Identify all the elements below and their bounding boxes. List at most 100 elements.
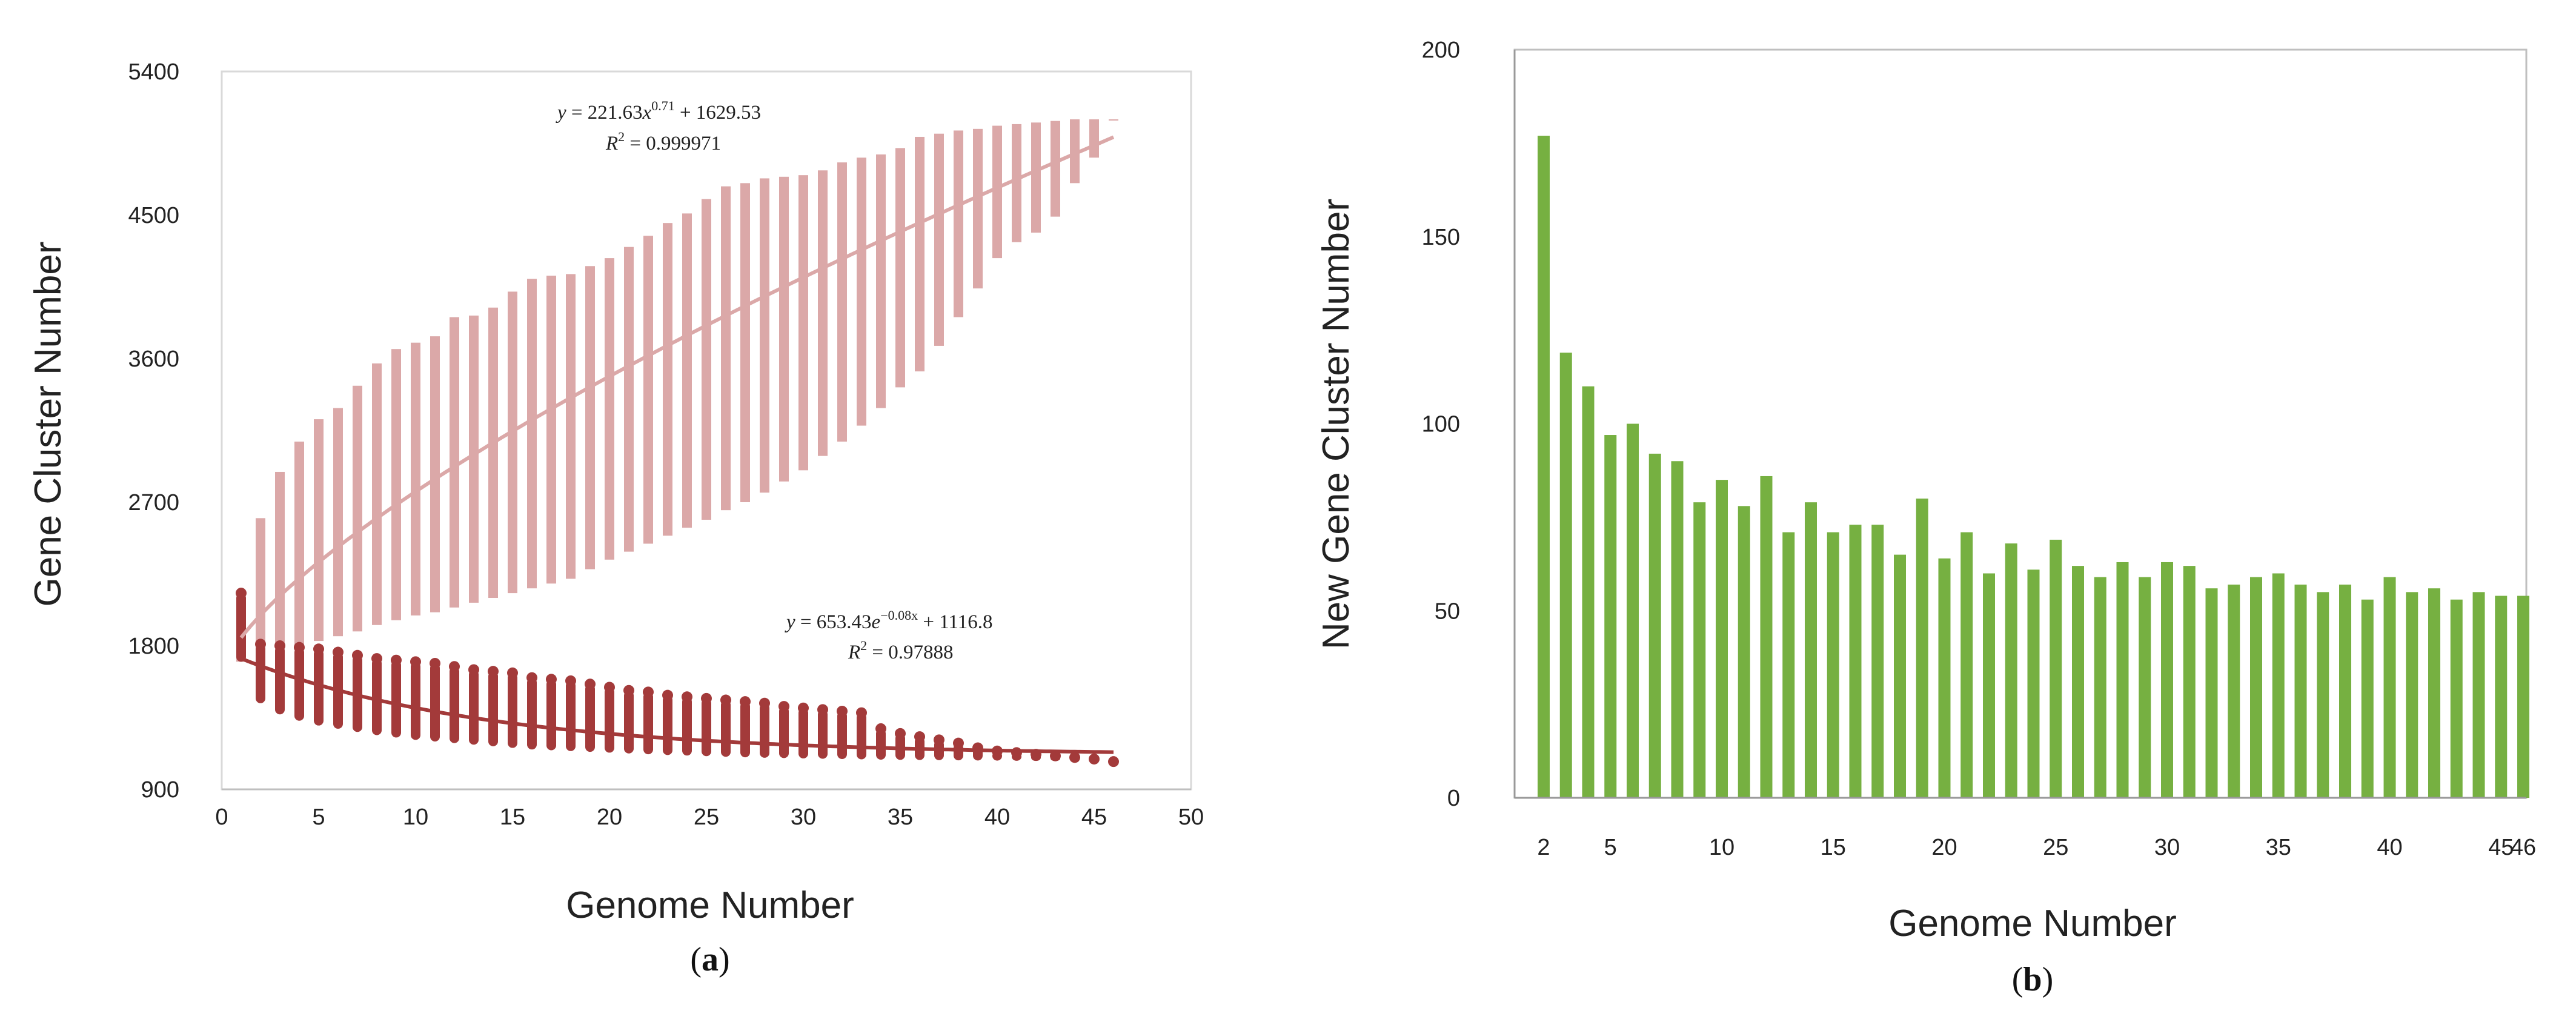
new-gene-cluster-bar (1671, 461, 1684, 798)
pan-genome-range-bar (1051, 121, 1060, 217)
new-gene-cluster-bar (2161, 562, 2173, 798)
pan-genome-range-bar (643, 236, 653, 544)
pan-genome-range-bar (566, 274, 576, 579)
new-gene-cluster-bar (2517, 595, 2529, 798)
new-gene-cluster-bar (2228, 585, 2240, 798)
new-gene-cluster-bar (2139, 577, 2151, 798)
new-gene-cluster-bar (1916, 499, 1928, 798)
core-genome-range-bar (508, 672, 517, 748)
core-genome-point (333, 646, 344, 658)
new-gene-cluster-bar (2450, 599, 2463, 798)
new-gene-cluster-bar (2205, 588, 2218, 798)
core-genome-range-bar (837, 711, 847, 759)
pan-genome-range-bar (333, 408, 343, 637)
core-genome-range-bar (469, 669, 479, 745)
pan-genome-range-bar (1109, 119, 1118, 121)
core-genome-range-bar (236, 593, 246, 662)
core-genome-range-bar (643, 692, 653, 755)
core-genome-point (856, 707, 867, 718)
panel-a-x-tick: 30 (791, 804, 816, 830)
core-genome-point (720, 694, 731, 706)
core-genome-point (778, 701, 789, 712)
panel-b-y-tick: 50 (1435, 599, 1460, 624)
pan-genome-series (236, 119, 1118, 662)
panel-a-y-tick: 1800 (128, 634, 179, 659)
core-genome-range-bar (857, 712, 866, 760)
core-genome-point (565, 675, 576, 686)
pan-genome-range-bar (430, 336, 440, 612)
new-gene-cluster-bar (2072, 566, 2084, 798)
pan-genome-range-bar (411, 342, 420, 615)
panel-b-x-tick: 10 (1709, 835, 1734, 860)
new-gene-cluster-bar (2272, 573, 2285, 798)
pan-genome-range-bar (682, 213, 692, 528)
core-genome-range-bar (779, 706, 789, 758)
core-genome-point (934, 734, 944, 746)
core-genome-range-bar (798, 708, 808, 758)
new-gene-cluster-bar (1849, 525, 1862, 798)
panel-b-y-axis-title: New Gene Cluster Number (1315, 199, 1357, 649)
pan-genome-range-bar (294, 441, 304, 646)
pan-genome-range-bar (469, 315, 479, 603)
core-genome-point (352, 649, 363, 661)
new-gene-cluster-bar (2428, 588, 2440, 798)
pan-genome-fit-curve (239, 135, 1115, 639)
panel-b-x-tick: 30 (2154, 835, 2180, 860)
core-genome-range-bar (818, 709, 828, 759)
core-genome-range-bar (314, 649, 324, 726)
panel-a-x-tick: 35 (888, 804, 913, 830)
core-genome-point (236, 588, 247, 599)
panel-a-y-tick: 900 (141, 777, 179, 803)
panel-b-y-tick: 200 (1422, 38, 1460, 63)
core-genome-point (468, 664, 479, 675)
pan-genome-range-bar (546, 276, 556, 584)
pan-genome-range-bar (954, 130, 963, 317)
core-genome-point (740, 696, 751, 708)
core-genome-point (274, 640, 285, 651)
panel-a-x-tick-labels: 0 5 10 15 20 25 30 35 40 45 50 (215, 804, 1204, 830)
core-genome-point (895, 728, 906, 739)
new-gene-cluster-bar (2027, 569, 2040, 798)
panel-b-x-tick: 35 (2266, 835, 2291, 860)
new-gene-cluster-bar (2383, 577, 2396, 798)
core-genome-point (1108, 756, 1119, 768)
panel-b-x-tick: 25 (2043, 835, 2068, 860)
panel-a-y-tick-labels: 900 1800 2700 3600 4500 5400 (128, 59, 179, 803)
core-genome-point (371, 653, 382, 665)
panel-a-x-tick: 0 (215, 804, 228, 830)
panel-b-x-tick: 46 (2511, 835, 2536, 860)
core-genome-range-bar (372, 658, 382, 735)
core-genome-range-bar (876, 728, 886, 760)
pan-genome-range-bar (663, 223, 672, 536)
pan-genome-range-bar (857, 158, 866, 426)
panel-a-x-tick: 45 (1081, 804, 1107, 830)
new-gene-cluster-bar (1983, 573, 1995, 798)
core-genome-point (449, 661, 460, 672)
pan-genome-range-bar (915, 136, 925, 372)
new-gene-cluster-bar (1827, 532, 1839, 798)
panel-a-y-tick: 2700 (128, 490, 179, 516)
pan-genome-range-bar (488, 307, 498, 598)
panel-a-y-tick: 5400 (128, 59, 179, 85)
new-gene-cluster-bar (2250, 577, 2262, 798)
core-genome-point (488, 666, 499, 677)
new-gene-cluster-bar (1627, 423, 1639, 798)
pan-genome-range-bar (585, 266, 595, 569)
pan-genome-fit-equation: y = 221.63x0.71 + 1629.53 (556, 98, 761, 124)
pan-genome-range-bar (760, 178, 769, 493)
new-gene-cluster-bar (2361, 599, 2374, 798)
core-genome-range-bar (624, 690, 634, 754)
pan-genome-range-bar (624, 247, 634, 552)
panel-a-y-tick: 4500 (128, 203, 179, 228)
panel-b-x-tick: 15 (1821, 835, 1846, 860)
new-gene-cluster-bar (1648, 453, 1661, 798)
core-genome-range-bar (275, 646, 285, 715)
new-gene-cluster-bar (1760, 476, 1773, 798)
new-gene-cluster-bar (2050, 539, 2062, 798)
core-genome-point (604, 682, 615, 693)
pan-genome-range-bar (314, 419, 324, 642)
core-genome-range-bar (294, 647, 304, 721)
core-genome-point (294, 642, 305, 653)
